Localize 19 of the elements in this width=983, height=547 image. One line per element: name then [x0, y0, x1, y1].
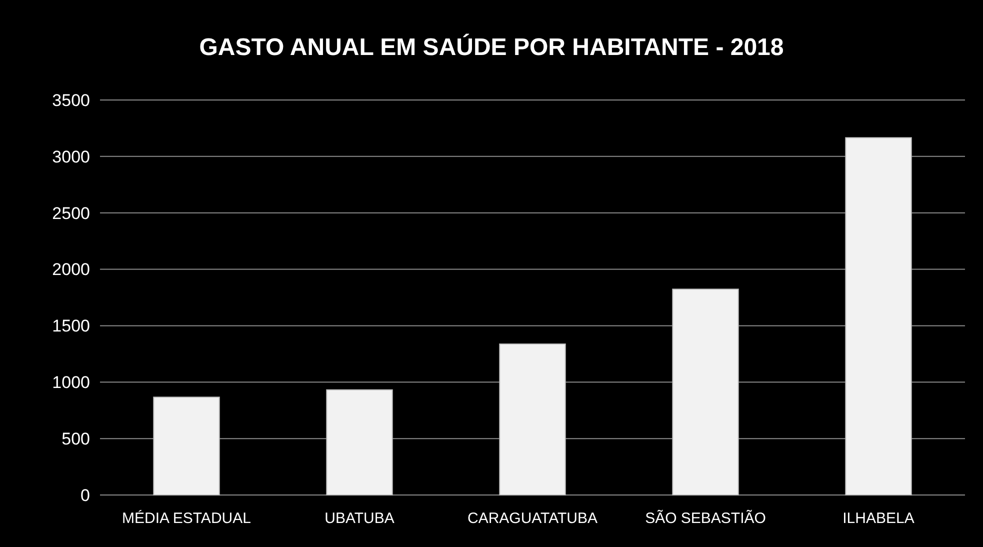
bar [326, 389, 393, 496]
y-tick-label: 1500 [52, 316, 90, 336]
x-tick-label: CARAGUATATUBA [467, 510, 598, 527]
y-tick-label: 3000 [52, 147, 90, 166]
bar [845, 137, 912, 496]
y-tick-label: 2500 [52, 204, 90, 223]
x-tick-label: ILHABELA [842, 510, 914, 527]
x-tick-label: MÉDIA ESTADUAL [122, 509, 251, 527]
y-tick-label: 500 [62, 430, 90, 449]
bar [672, 288, 739, 496]
x-tick-label: SÃO SEBASTIÃO [645, 509, 766, 527]
x-tick-label: UBATUBA [324, 510, 394, 527]
bar [499, 343, 566, 496]
y-tick-label: 2000 [52, 260, 90, 280]
bar [153, 396, 220, 496]
y-tick-label: 3500 [52, 90, 90, 110]
y-tick-label: 1000 [52, 373, 90, 392]
y-tick-label: 0 [80, 486, 90, 505]
chart-title: GASTO ANUAL EM SAÚDE POR HABITANTE - 2018 [199, 33, 784, 61]
